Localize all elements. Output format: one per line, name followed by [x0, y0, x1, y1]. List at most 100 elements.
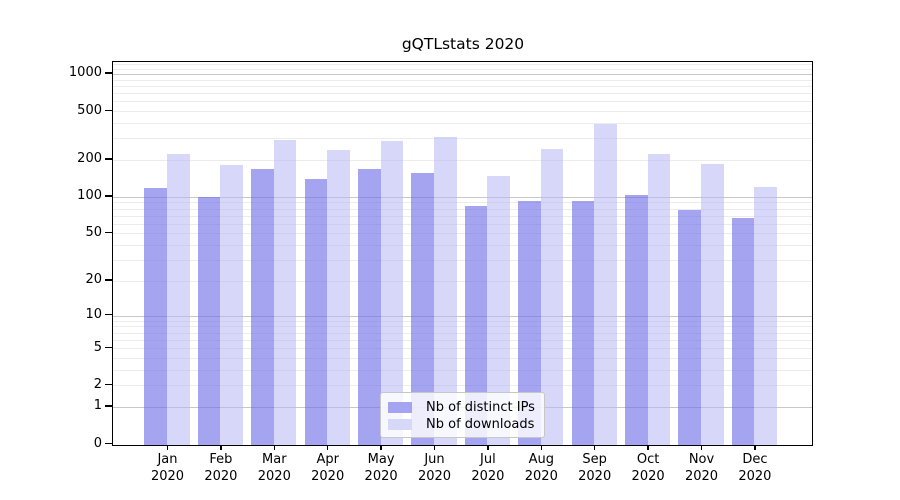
y-tick-mark [105, 158, 112, 160]
y-tick-mark [105, 405, 112, 407]
bar-may-distinct-ips [357, 168, 381, 445]
minor-gridline [113, 215, 812, 217]
minor-gridline [113, 280, 812, 282]
x-tick-year: 2020 [311, 469, 345, 484]
x-tick-year: 2020 [684, 469, 719, 484]
x-tick-year: 2020 [417, 469, 452, 484]
x-tick-month: Apr [316, 452, 339, 467]
x-tick-mark [380, 446, 382, 450]
y-tick-mark [105, 195, 112, 197]
x-tick-year: 2020 [150, 469, 185, 484]
x-tick-label-dec: Dec 2020 [723, 451, 787, 485]
x-tick-year: 2020 [578, 469, 612, 484]
minor-gridline [113, 68, 812, 70]
minor-gridline [113, 202, 812, 204]
minor-gridline [113, 93, 812, 95]
legend-label: Nb of distinct IPs [426, 400, 535, 415]
legend-row: Nb of distinct IPs [381, 399, 544, 416]
bar-nov-downloads [701, 163, 724, 445]
bar-aug-distinct-ips [518, 201, 541, 445]
x-tick-mark [327, 446, 329, 450]
bar-jul-downloads [487, 175, 511, 445]
x-tick-mark [166, 446, 169, 450]
bar-jun-downloads [434, 136, 457, 445]
minor-gridline [113, 357, 812, 359]
bar-nov-distinct-ips [678, 210, 701, 445]
y-tick-label: 0 [93, 435, 102, 451]
minor-gridline [113, 320, 812, 322]
bar-oct-downloads [647, 153, 671, 445]
bar-feb-downloads [220, 164, 244, 445]
minor-gridline [113, 233, 812, 235]
minor-gridline [113, 385, 812, 387]
x-tick-label-mar: Mar 2020 [242, 451, 306, 485]
minor-gridline [113, 79, 812, 81]
x-tick-label-jun: Jun 2020 [403, 451, 467, 485]
minor-gridline [113, 111, 812, 113]
x-tick-month: Nov [688, 452, 715, 467]
x-tick-mark [220, 446, 222, 450]
legend-row: Nb of downloads [381, 416, 544, 433]
y-tick-label: 5 [93, 339, 102, 355]
y-tick-mark [105, 72, 112, 74]
x-tick-year: 2020 [524, 469, 558, 484]
bar-sep-downloads [594, 124, 617, 445]
x-tick-year: 2020 [631, 469, 665, 484]
y-tick-mark [105, 346, 112, 348]
x-tick-mark [700, 446, 703, 450]
x-tick-month: Feb [209, 452, 233, 467]
x-tick-month: May [367, 452, 395, 467]
y-tick-label: 20 [85, 272, 102, 288]
bar-sep-distinct-ips [571, 200, 595, 445]
minor-gridline [113, 208, 812, 210]
x-tick-month: Jun [424, 452, 445, 467]
y-tick-mark [105, 442, 112, 444]
bar-apr-distinct-ips [304, 178, 328, 445]
minor-gridline [113, 348, 812, 350]
x-tick-month: Jan [157, 452, 178, 467]
x-tick-mark [273, 446, 275, 450]
x-tick-month: Jul [480, 452, 496, 467]
bar-mar-downloads [273, 139, 297, 445]
major-gridline [113, 196, 812, 198]
y-tick-label: 200 [77, 151, 102, 167]
legend-swatch-downloads [388, 419, 412, 430]
bar-oct-distinct-ips [624, 195, 648, 445]
bar-jan-distinct-ips [144, 187, 167, 445]
minor-gridline [113, 332, 812, 334]
y-tick-mark [105, 383, 112, 386]
minor-gridline [113, 64, 812, 66]
minor-gridline [113, 369, 812, 371]
x-tick-label-jan: Jan 2020 [136, 451, 200, 485]
bar-mar-distinct-ips [251, 168, 274, 445]
plot-area: Nb of distinct IPs Nb of downloads [112, 61, 813, 446]
y-tick-label: 1 [93, 398, 102, 414]
x-tick-label-apr: Apr 2020 [296, 451, 360, 485]
minor-gridline [113, 138, 812, 140]
y-tick-label: 1000 [68, 65, 102, 81]
legend-label: Nb of downloads [426, 417, 535, 432]
x-tick-label-nov: Nov 2020 [670, 451, 734, 485]
y-tick-label: 2 [93, 376, 102, 392]
minor-gridline [113, 159, 812, 161]
chart-title: gQTLstats 2020 [401, 35, 525, 53]
x-tick-mark [540, 446, 542, 450]
x-tick-mark [487, 446, 489, 450]
x-tick-label-jul: Jul 2020 [456, 451, 520, 485]
bar-jun-distinct-ips [411, 172, 434, 445]
bar-apr-downloads [327, 150, 350, 445]
y-tick-mark [105, 231, 112, 234]
x-tick-year: 2020 [471, 469, 505, 484]
minor-gridline [113, 326, 812, 328]
y-tick-mark [105, 314, 112, 316]
x-tick-year: 2020 [257, 469, 291, 484]
x-tick-month: Oct [636, 452, 660, 467]
minor-gridline [113, 260, 812, 262]
y-tick-label: 10 [85, 307, 102, 323]
x-tick-year: 2020 [204, 469, 238, 484]
y-tick-mark [105, 279, 112, 281]
x-tick-label-aug: Aug 2020 [509, 451, 573, 485]
minor-gridline [113, 122, 812, 124]
y-tick-mark [105, 109, 112, 111]
